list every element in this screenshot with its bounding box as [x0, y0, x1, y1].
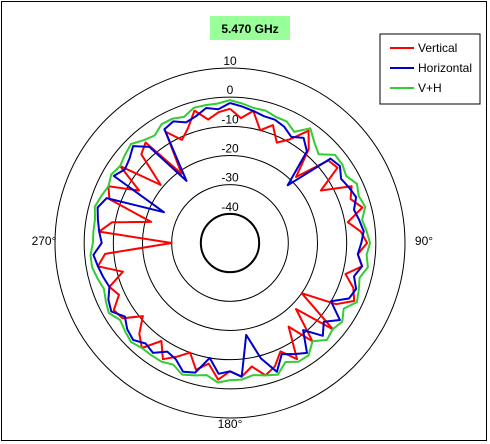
legend-label: Horizontal [418, 61, 472, 75]
series-line-v-h [89, 99, 371, 384]
chart-title: 5.470 GHz [221, 22, 278, 36]
title-box [210, 16, 290, 40]
grid-circle [199, 212, 261, 274]
legend-label: V+H [418, 81, 442, 95]
radial-tick-label: -40 [221, 200, 239, 214]
angle-label-180: 180° [218, 417, 243, 431]
radial-tick-labels: 10 0 -10 -20 -30 -40 [221, 54, 239, 214]
grid-circle [83, 96, 377, 390]
grid-circle [142, 155, 318, 331]
grid-circle [54, 67, 406, 419]
series-lines [89, 99, 371, 384]
radial-tick-label: 10 [223, 54, 237, 68]
grid-circle [112, 125, 348, 361]
radial-tick-label: -20 [221, 142, 239, 156]
series-line-horizontal [92, 102, 365, 378]
radial-tick-label: -10 [221, 112, 239, 126]
legend: Vertical Horizontal V+H [379, 33, 481, 105]
legend-label: Vertical [418, 41, 457, 55]
angle-label-270: 270° [32, 234, 57, 248]
angle-label-90: 90° [415, 234, 433, 248]
radial-tick-label: 0 [227, 83, 234, 97]
radial-tick-label: -30 [221, 171, 239, 185]
